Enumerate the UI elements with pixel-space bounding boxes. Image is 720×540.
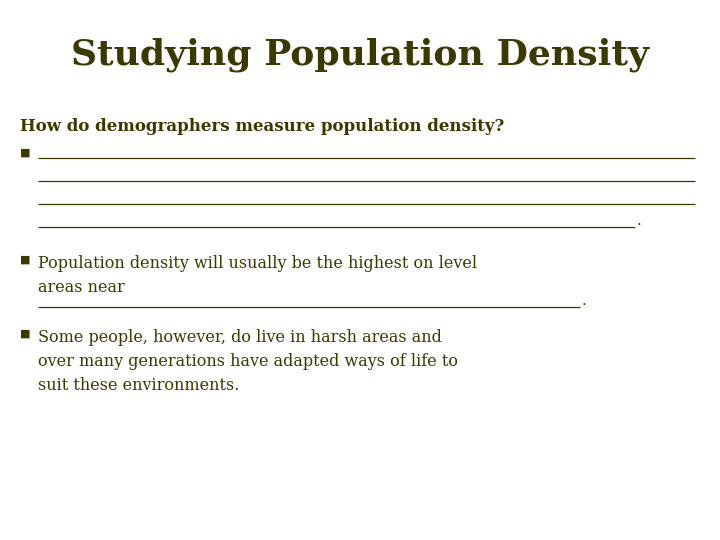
Text: ■: ■ (20, 148, 30, 158)
Text: How do demographers measure population density?: How do demographers measure population d… (20, 118, 504, 135)
Text: ■: ■ (20, 255, 30, 265)
Text: Population density will usually be the highest on level
areas near: Population density will usually be the h… (38, 255, 477, 296)
Text: .: . (582, 294, 587, 308)
Text: Some people, however, do live in harsh areas and
over many generations have adap: Some people, however, do live in harsh a… (38, 329, 458, 394)
Text: Studying Population Density: Studying Population Density (71, 38, 649, 72)
Text: ■: ■ (20, 329, 30, 339)
Text: .: . (637, 214, 642, 228)
